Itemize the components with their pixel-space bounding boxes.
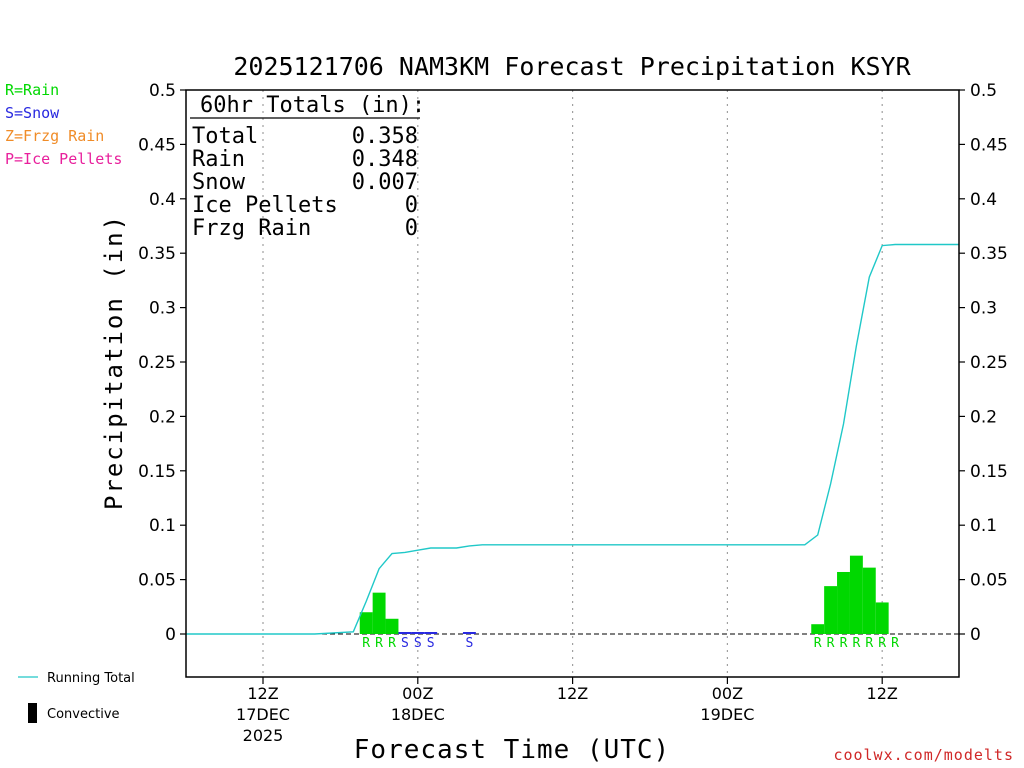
ptype-label: R xyxy=(814,636,822,651)
totals-value-frzg-rain: 0 xyxy=(405,216,418,241)
convective-legend: Convective xyxy=(47,707,120,722)
x-tick-date: 17DEC xyxy=(236,705,290,724)
ptype-label: R xyxy=(878,636,886,651)
precip-bar xyxy=(359,612,373,634)
y-axis-label: Precipitation (in) xyxy=(100,214,128,510)
precip-bar xyxy=(424,632,438,634)
precip-bar xyxy=(462,632,476,634)
x-tick-label: 12Z xyxy=(557,684,588,703)
x-tick-date: 19DEC xyxy=(700,705,754,724)
bottom-legend: Running Total Convective xyxy=(18,671,135,723)
ptype-label: R xyxy=(827,636,835,651)
chart-title: 2025121706 NAM3KM Forecast Precipitation… xyxy=(233,52,911,81)
totals-label-total: Total xyxy=(192,124,258,149)
ptype-label: R xyxy=(840,636,848,651)
convective-swatch xyxy=(28,703,37,723)
ptype-label: S xyxy=(465,636,473,651)
precip-bar xyxy=(385,618,399,634)
y-tick-label-left: 0 xyxy=(165,625,176,645)
y-tick-label-right: 0.1 xyxy=(970,516,997,536)
x-tick-label: 00Z xyxy=(402,684,433,703)
y-tick-label-left: 0.1 xyxy=(149,516,176,536)
legend-snow: S=Snow xyxy=(5,104,60,122)
running-total-line xyxy=(185,243,959,635)
ptype-label: R xyxy=(891,636,899,651)
ptype-label: R xyxy=(388,636,396,651)
y-tick-label-left: 0.05 xyxy=(138,571,176,591)
ptype-label: S xyxy=(427,636,435,651)
y-tick-label-left: 0.3 xyxy=(149,299,176,319)
ptype-legend: R=Rain S=Snow Z=Frzg Rain P=Ice Pellets xyxy=(5,81,122,168)
ptype-label: R xyxy=(852,636,860,651)
x-tick-label: 00Z xyxy=(712,684,743,703)
totals-label-snow: Snow xyxy=(192,170,246,195)
y-tick-label-left: 0.45 xyxy=(138,135,176,155)
y-tick-label-left: 0.4 xyxy=(149,190,176,210)
x-tick-year: 2025 xyxy=(243,726,284,745)
y-tick-label-left: 0.5 xyxy=(149,81,176,101)
y-tick-label-left: 0.2 xyxy=(149,407,176,427)
x-axis-label: Forecast Time (UTC) xyxy=(354,735,670,765)
totals-label-rain: Rain xyxy=(192,147,245,172)
y-tick-label-left: 0.35 xyxy=(138,244,176,264)
totals-value-rain: 0.348 xyxy=(352,147,418,172)
precip-bar xyxy=(837,571,850,634)
totals-header: 60hr Totals (in): xyxy=(200,93,425,118)
totals-label-frzg-rain: Frzg Rain xyxy=(192,216,311,241)
totals-value-total: 0.358 xyxy=(352,124,418,149)
precip-bar xyxy=(824,586,838,634)
y-tick-label-right: 0.05 xyxy=(970,571,1008,591)
ptype-label: S xyxy=(401,636,409,651)
y-tick-label-right: 0.3 xyxy=(970,299,997,319)
totals-label-ice-pellets: Ice Pellets xyxy=(192,193,338,218)
totals-value-ice-pellets: 0 xyxy=(405,193,418,218)
precip-bar xyxy=(411,632,425,634)
y-tick-label-left: 0.25 xyxy=(138,353,176,373)
running-total-legend: Running Total xyxy=(47,671,135,686)
ptype-label: R xyxy=(865,636,873,651)
y-tick-label-right: 0.5 xyxy=(970,81,997,101)
ptype-label: R xyxy=(362,636,370,651)
legend-ice-pellets: P=Ice Pellets xyxy=(5,150,122,168)
legend-frzg-rain: Z=Frzg Rain xyxy=(5,127,104,145)
y-tick-label-right: 0 xyxy=(970,625,981,645)
y-tick-label-right: 0.2 xyxy=(970,407,997,427)
precip-bar xyxy=(862,567,876,634)
x-tick-date: 18DEC xyxy=(391,705,445,724)
axis-layer: 0 00.05 0.050.1 0.10.15 0.150.2 0.20.25 0.250.… xyxy=(138,81,1008,745)
y-tick-label-right: 0.4 xyxy=(970,190,997,210)
precip-bar xyxy=(372,592,386,634)
ptype-label: R xyxy=(375,636,383,651)
totals-box: 60hr Totals (in): Total 0.358 Rain 0.348… xyxy=(190,93,425,241)
y-tick-label-right: 0.45 xyxy=(970,135,1008,155)
precip-bar xyxy=(811,624,825,634)
precip-bar xyxy=(875,602,889,634)
x-tick-label: 12Z xyxy=(867,684,898,703)
totals-value-snow: 0.007 xyxy=(352,170,418,195)
y-tick-label-right: 0.25 xyxy=(970,353,1008,373)
y-tick-label-right: 0.35 xyxy=(970,244,1008,264)
credit-text: coolwx.com/modelts xyxy=(833,746,1014,764)
line-layer xyxy=(185,243,959,635)
y-tick-label-left: 0.15 xyxy=(138,462,176,482)
legend-rain: R=Rain xyxy=(5,81,59,99)
x-tick-label: 12Z xyxy=(247,684,278,703)
precip-bar xyxy=(849,555,863,634)
y-tick-label-right: 0.15 xyxy=(970,462,1008,482)
ptype-label: S xyxy=(414,636,422,651)
precip-bar xyxy=(398,632,412,634)
